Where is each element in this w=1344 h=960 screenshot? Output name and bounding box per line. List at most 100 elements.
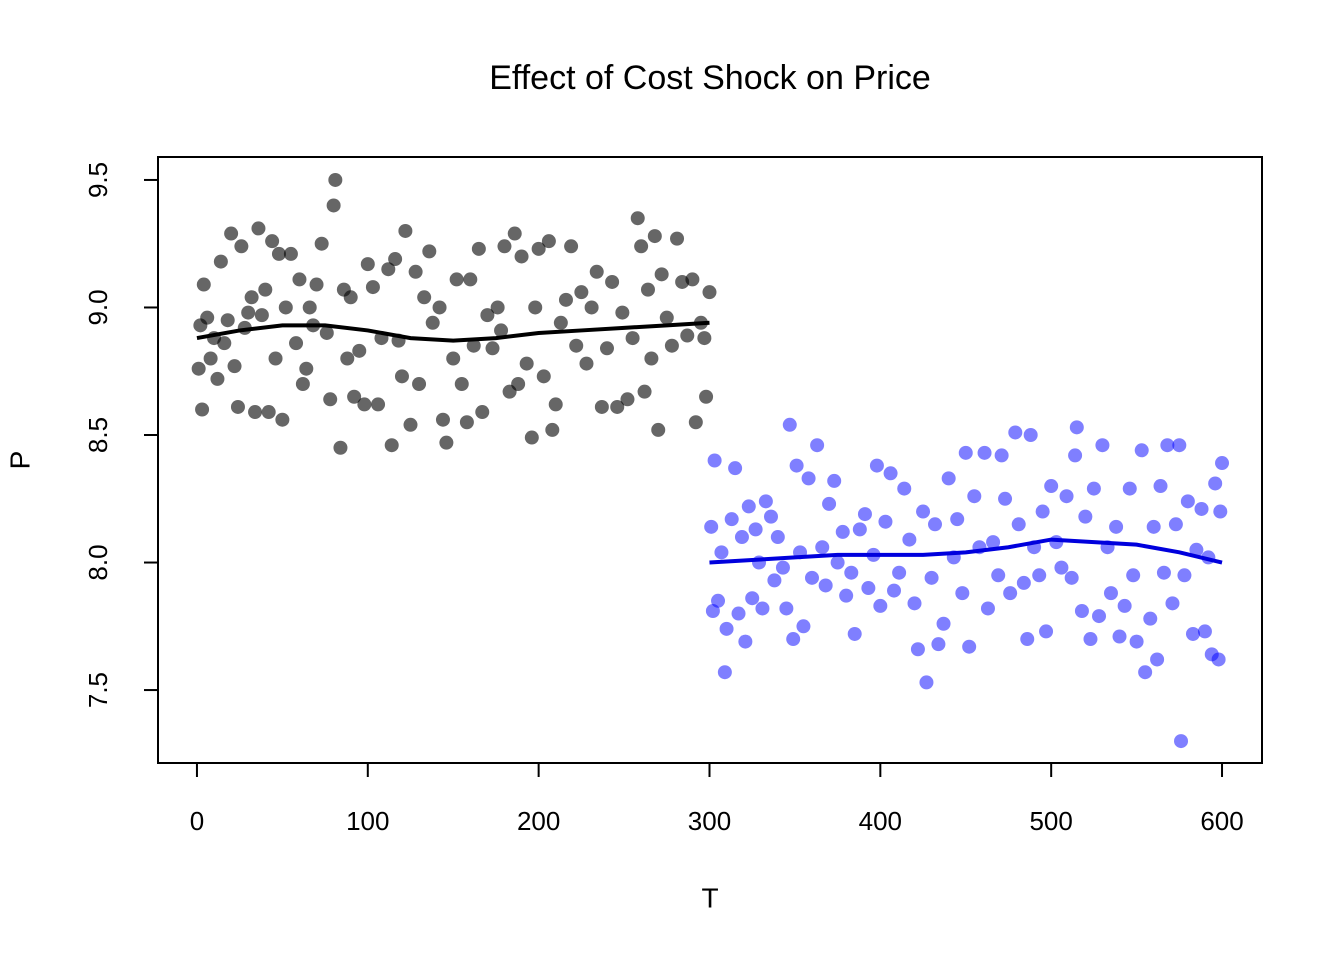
point xyxy=(357,397,372,412)
point xyxy=(446,351,461,366)
point xyxy=(714,545,729,560)
point xyxy=(1174,734,1189,749)
point xyxy=(1069,420,1084,435)
y-tick-label: 8.0 xyxy=(83,544,113,580)
point xyxy=(439,435,454,450)
point xyxy=(213,254,228,269)
point xyxy=(731,606,746,621)
point xyxy=(1032,568,1047,583)
point xyxy=(734,530,749,545)
point xyxy=(352,343,367,358)
point xyxy=(897,481,912,496)
point xyxy=(365,280,380,295)
point xyxy=(758,494,773,509)
point xyxy=(651,422,666,437)
x-tick-label: 300 xyxy=(688,806,731,836)
point xyxy=(1011,517,1026,532)
point xyxy=(251,221,266,236)
smooth-line xyxy=(709,537,1223,565)
point xyxy=(950,512,965,527)
point xyxy=(210,371,225,386)
point xyxy=(625,331,640,346)
point xyxy=(1068,448,1083,463)
point xyxy=(1213,504,1228,519)
point xyxy=(916,504,931,519)
point xyxy=(892,565,907,580)
point xyxy=(615,305,630,320)
point xyxy=(1039,624,1054,639)
point xyxy=(928,517,943,532)
y-tick-label: 9.5 xyxy=(83,162,113,198)
point xyxy=(388,252,403,267)
point xyxy=(955,586,970,601)
point xyxy=(994,448,1009,463)
point xyxy=(425,315,440,330)
point xyxy=(1153,479,1168,494)
point xyxy=(309,277,324,292)
point xyxy=(861,581,876,596)
point xyxy=(815,540,830,555)
point xyxy=(230,399,245,414)
y-tick-label: 9.0 xyxy=(83,289,113,325)
point xyxy=(763,509,778,524)
point xyxy=(463,272,478,287)
point xyxy=(299,361,314,376)
point xyxy=(719,621,734,636)
point xyxy=(958,445,973,460)
point xyxy=(924,570,939,585)
point xyxy=(490,300,505,315)
point xyxy=(265,234,280,249)
point xyxy=(531,241,546,256)
point xyxy=(412,376,427,391)
point xyxy=(745,591,760,606)
point xyxy=(459,415,474,430)
point xyxy=(1156,565,1171,580)
point xyxy=(775,560,790,575)
point xyxy=(1146,519,1161,534)
point xyxy=(1172,438,1187,453)
point xyxy=(827,473,842,488)
point xyxy=(1023,428,1038,443)
point xyxy=(398,223,413,238)
point xyxy=(326,198,341,213)
point xyxy=(644,351,659,366)
point xyxy=(261,405,276,420)
point xyxy=(1008,425,1023,440)
point xyxy=(724,512,739,527)
x-tick-label: 200 xyxy=(517,806,560,836)
point xyxy=(887,583,901,598)
x-tick-label: 400 xyxy=(859,806,902,836)
point xyxy=(227,359,242,374)
point xyxy=(907,596,922,611)
point xyxy=(196,277,211,292)
point xyxy=(910,642,925,657)
point xyxy=(195,402,210,417)
point xyxy=(1083,632,1098,647)
point xyxy=(1016,575,1031,590)
point xyxy=(545,422,560,437)
point xyxy=(471,241,486,256)
point xyxy=(605,274,620,289)
y-tick-label: 7.5 xyxy=(83,672,113,708)
point xyxy=(589,264,604,279)
point xyxy=(381,262,396,277)
point xyxy=(620,392,635,407)
point xyxy=(741,499,756,514)
point xyxy=(507,226,522,241)
point xyxy=(818,578,833,593)
point xyxy=(319,325,334,340)
point xyxy=(1122,481,1137,496)
point xyxy=(647,229,662,244)
point xyxy=(801,471,816,486)
point xyxy=(707,453,722,468)
point xyxy=(454,376,469,391)
point xyxy=(528,300,543,315)
point xyxy=(599,341,614,356)
point xyxy=(670,231,685,246)
point xyxy=(564,239,579,254)
point xyxy=(919,675,934,690)
point xyxy=(1059,489,1074,504)
point xyxy=(680,328,695,343)
point xyxy=(1129,634,1144,649)
point xyxy=(519,356,534,371)
